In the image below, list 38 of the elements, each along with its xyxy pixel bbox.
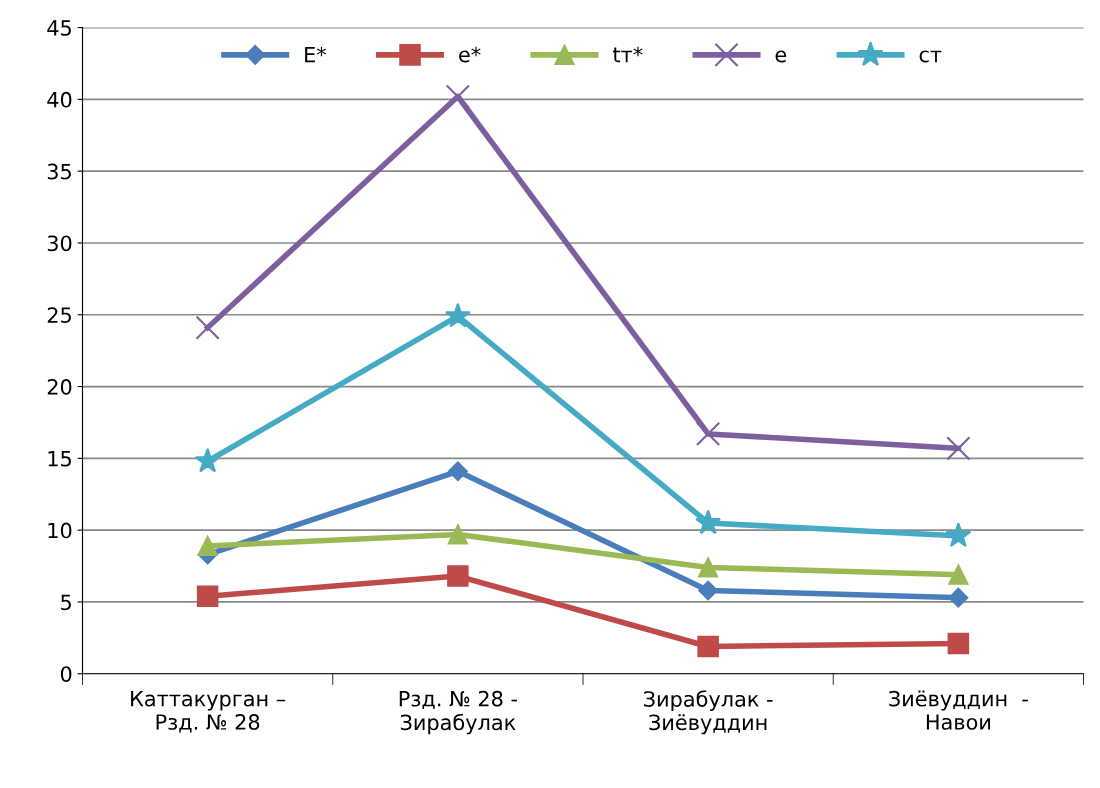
point bbox=[695, 509, 722, 535]
x-tick-label: Зиёвуддин - Навои bbox=[889, 690, 1028, 730]
point bbox=[448, 461, 468, 482]
point bbox=[695, 421, 721, 447]
point bbox=[197, 535, 218, 557]
point bbox=[948, 587, 969, 608]
legend-label: tт* bbox=[612, 46, 643, 63]
y-tick-label: 5 bbox=[61, 594, 71, 611]
point bbox=[946, 436, 971, 461]
y-tick-label: 20 bbox=[47, 379, 72, 395]
point bbox=[447, 565, 469, 587]
point bbox=[947, 632, 970, 655]
point bbox=[698, 557, 719, 578]
point bbox=[195, 315, 220, 340]
y-tick-label: 40 bbox=[47, 91, 72, 108]
y-tick-label: 25 bbox=[47, 307, 71, 323]
y-tick-label: 30 bbox=[47, 235, 72, 252]
point bbox=[698, 580, 718, 601]
point bbox=[447, 524, 468, 545]
point bbox=[697, 635, 719, 658]
legend-label: ст bbox=[919, 50, 942, 63]
point bbox=[444, 302, 471, 328]
legend-label: e* bbox=[459, 46, 481, 63]
point bbox=[194, 447, 221, 473]
legend-label: e bbox=[775, 50, 787, 63]
point bbox=[196, 585, 219, 607]
y-tick-label: 45 bbox=[47, 20, 71, 36]
point bbox=[445, 84, 471, 109]
y-tick-label: 0 bbox=[60, 666, 72, 682]
x-tick-label: Зирабулак - Зиёвуддин bbox=[644, 690, 773, 735]
point bbox=[945, 522, 972, 548]
y-tick-label: 15 bbox=[48, 451, 71, 467]
y-tick-label: 35 bbox=[47, 163, 71, 180]
point bbox=[948, 564, 969, 585]
y-tick-label: 10 bbox=[48, 522, 72, 539]
x-tick-label: Рзд. № 28 - Зирабулак bbox=[399, 690, 517, 735]
x-tick-label: Каттакурган – Рзд. № 28 bbox=[131, 691, 286, 733]
legend-label: E* bbox=[305, 46, 327, 63]
